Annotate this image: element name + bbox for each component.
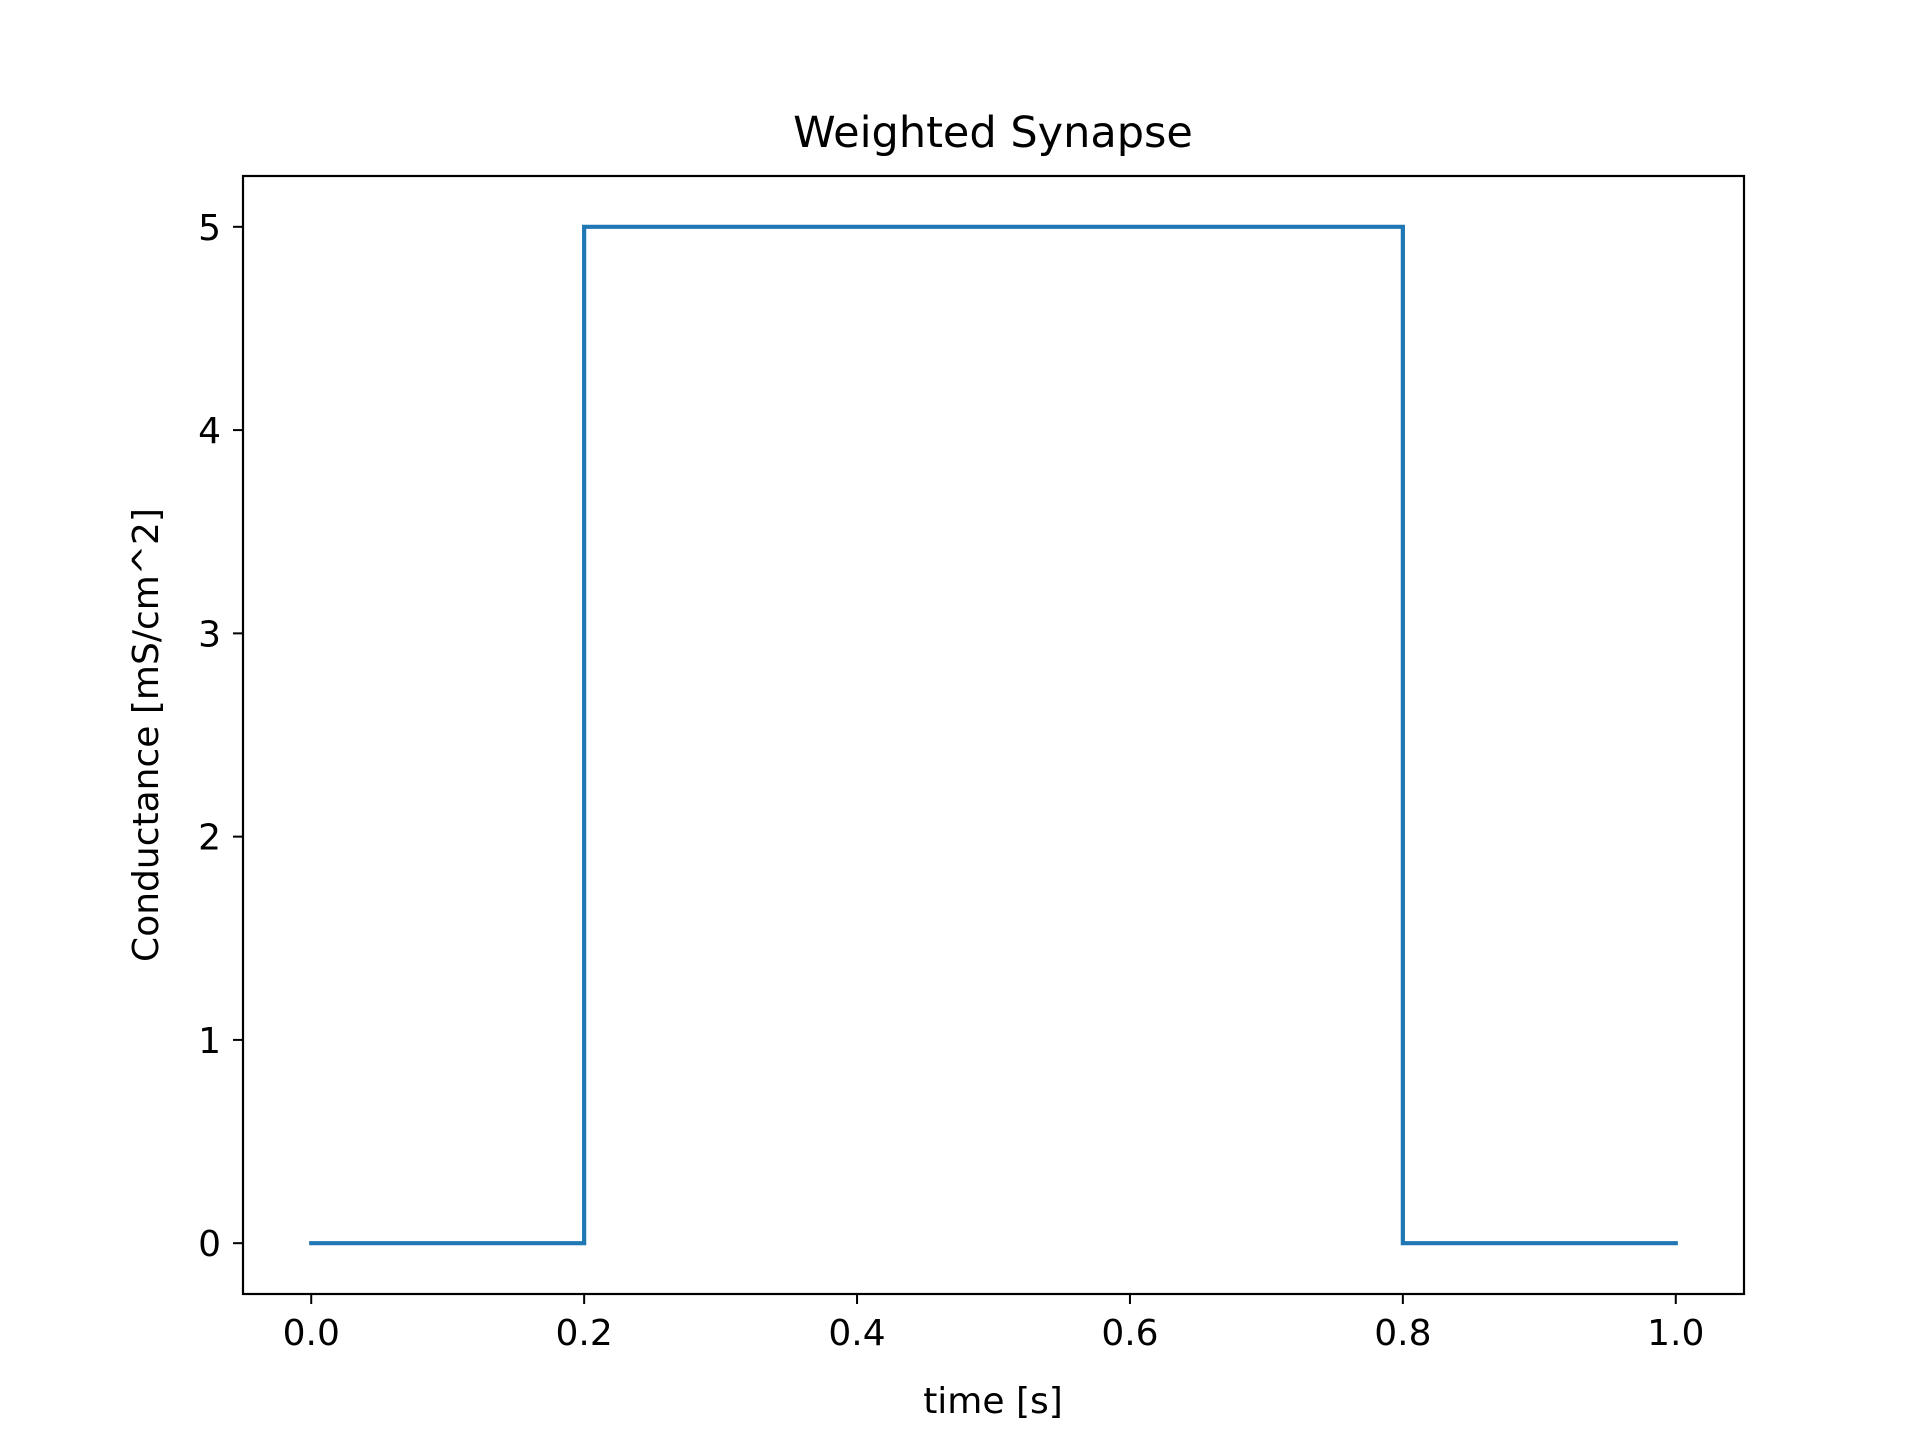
y-tick-label-1: 1	[198, 1021, 221, 1062]
y-tick-label-2: 2	[198, 818, 221, 859]
x-tick-label-3: 0.6	[1101, 1313, 1158, 1354]
y-axis-label: Conductance [mS/cm^2]	[126, 508, 167, 962]
y-tick-label-5: 5	[198, 208, 221, 249]
x-tick-label-1: 0.2	[556, 1313, 613, 1354]
y-tick-label-3: 3	[198, 614, 221, 655]
x-tick-label-5: 1.0	[1647, 1313, 1704, 1354]
axes-frame	[241, 174, 1746, 1296]
chart-title: Weighted Synapse	[793, 108, 1193, 158]
plot-series-group	[309, 224, 1678, 1246]
x-tick-label-2: 0.4	[828, 1313, 885, 1354]
y-tick-label-4: 4	[198, 411, 221, 452]
x-axis-ticks: 0.0 0.2 0.4 0.6 0.8 1.0	[283, 1294, 1704, 1354]
series-line-0	[309, 224, 1678, 1246]
x-axis-label: time [s]	[923, 1381, 1063, 1422]
y-tick-label-0: 0	[198, 1224, 221, 1265]
x-tick-label-4: 0.8	[1374, 1313, 1431, 1354]
x-tick-label-0: 0.0	[283, 1313, 340, 1354]
y-axis-ticks: 0 1 2 3 4 5	[198, 208, 243, 1265]
